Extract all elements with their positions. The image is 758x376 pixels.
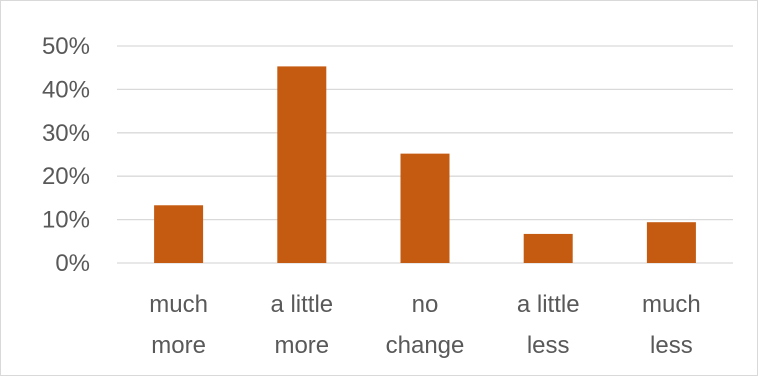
- x-category-label: a little: [270, 291, 333, 318]
- y-tick-label: 20%: [42, 163, 90, 190]
- bar: [154, 205, 204, 263]
- x-category-label: more: [151, 332, 206, 359]
- y-axis-ticks: 0% 10% 20% 30% 40% 50%: [42, 33, 90, 277]
- x-category-label: a little: [517, 291, 580, 318]
- x-category-label: change: [386, 332, 465, 359]
- x-category-label: much: [642, 291, 701, 318]
- bar: [277, 66, 327, 263]
- x-category-label: much: [149, 291, 208, 318]
- bar: [400, 153, 450, 263]
- x-category-label: more: [274, 332, 329, 359]
- y-tick-label: 0%: [55, 250, 90, 277]
- x-category-label: no: [412, 291, 439, 318]
- y-tick-label: 10%: [42, 207, 90, 234]
- x-category-label: less: [527, 332, 570, 359]
- bars: [154, 66, 696, 263]
- y-tick-label: 50%: [42, 33, 90, 60]
- bar: [523, 233, 573, 263]
- y-tick-label: 40%: [42, 76, 90, 103]
- x-category-label: less: [650, 332, 693, 359]
- bar: [646, 222, 696, 263]
- x-axis-categories: much more a little more no change a little less…: [149, 291, 700, 359]
- y-tick-label: 30%: [42, 120, 90, 147]
